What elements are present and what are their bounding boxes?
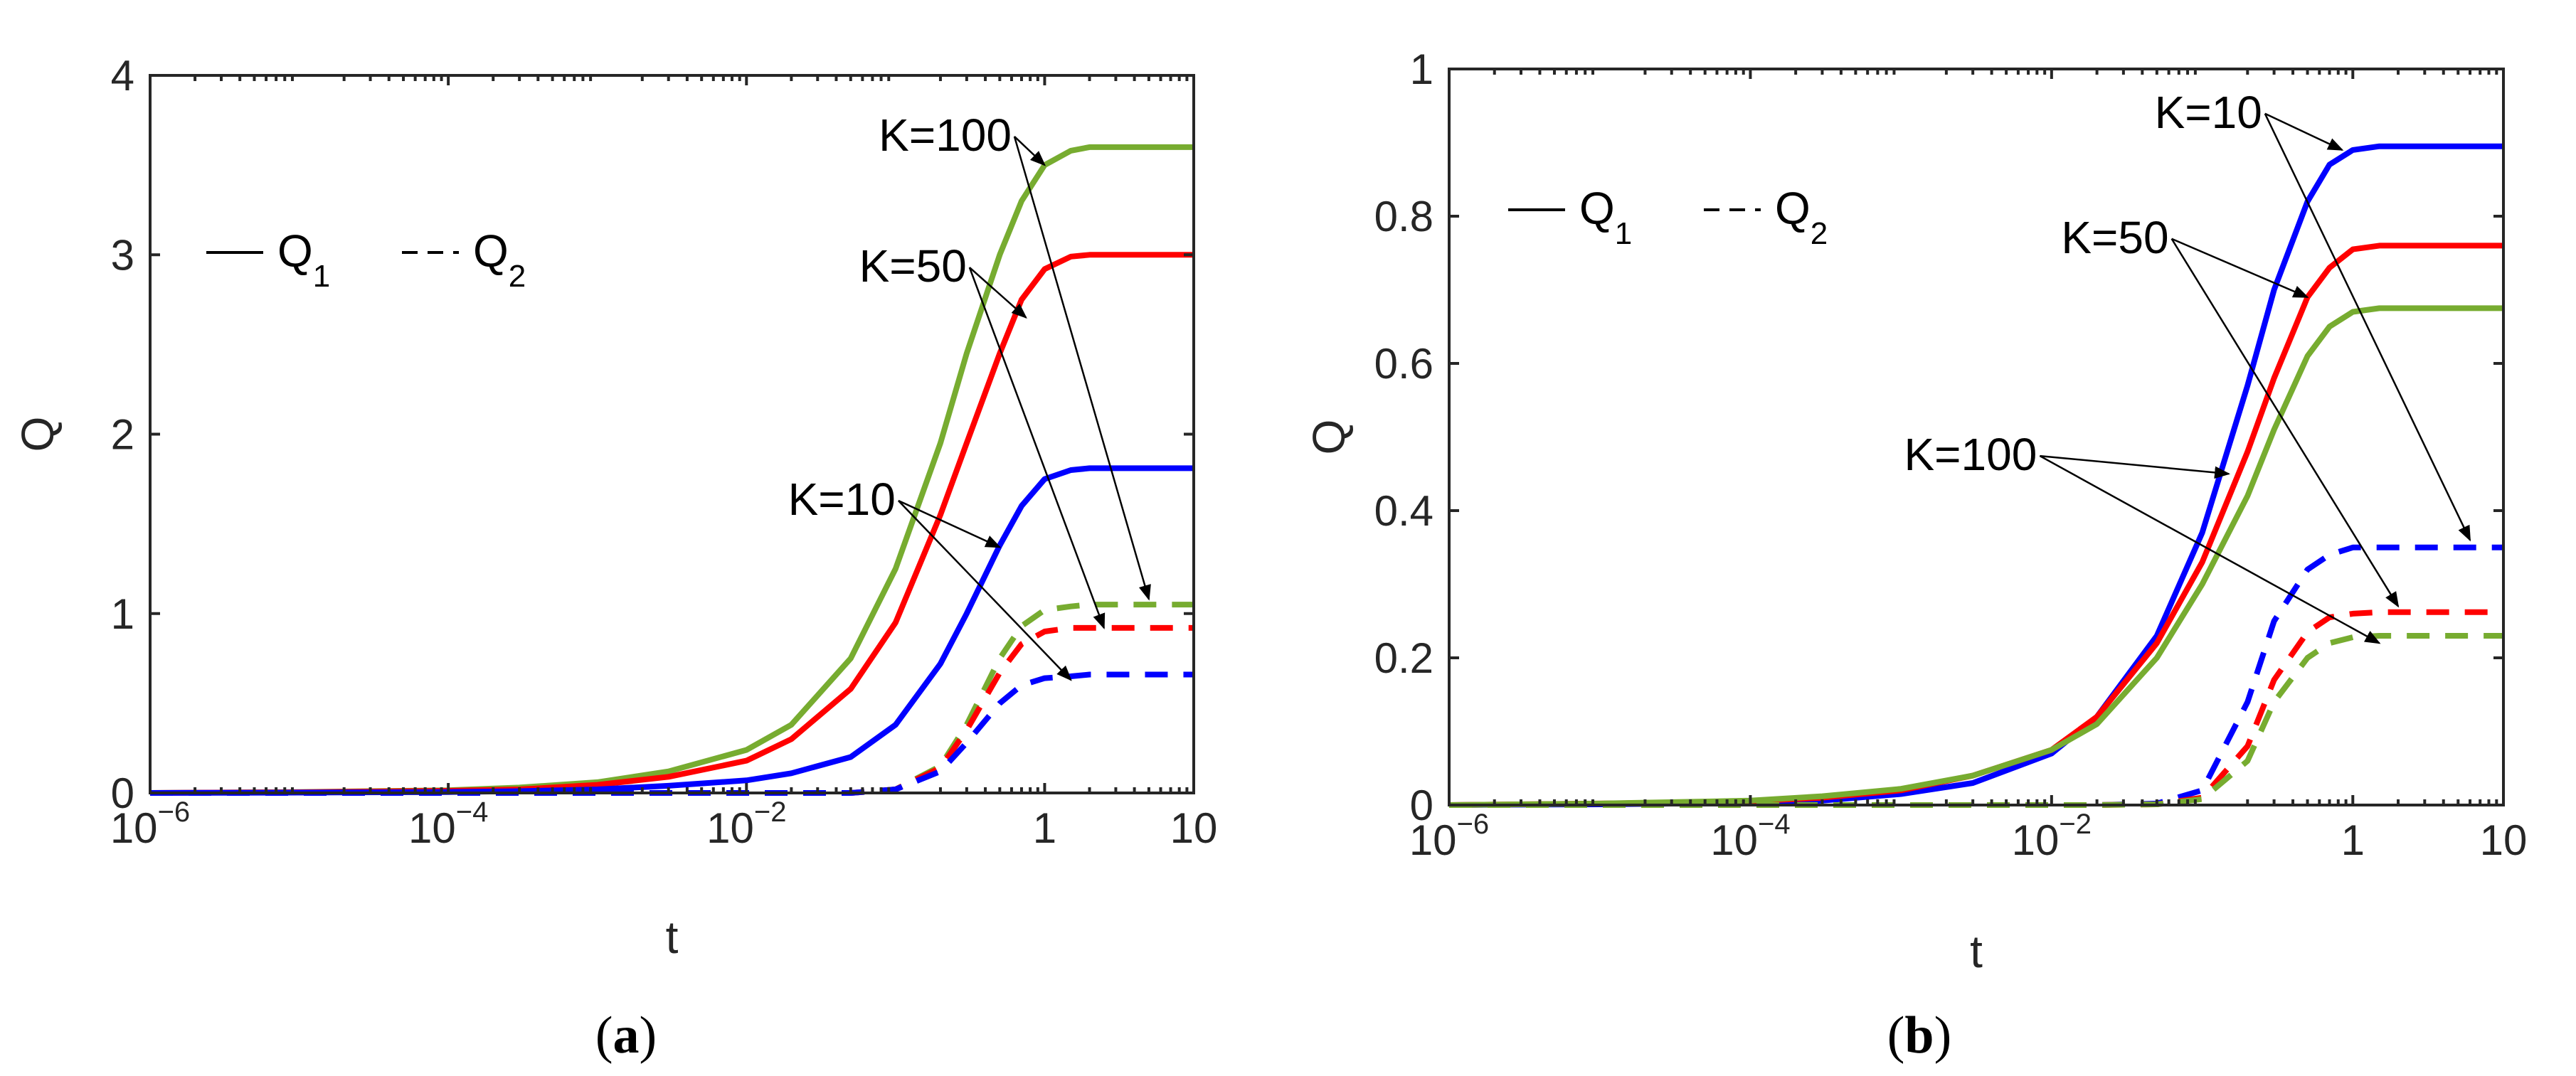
x-tick-exponent: −4 — [456, 797, 489, 828]
annotation-arrow — [897, 500, 1072, 681]
series-line-solid-2 — [1448, 305, 2503, 808]
y-tick-label: 1 — [1410, 46, 1433, 93]
y-axis-label: Q — [12, 417, 63, 452]
series-line-dashed-3 — [1449, 544, 2503, 808]
legend-solid-label: Q1 — [277, 225, 330, 294]
annotation-arrow — [968, 267, 1106, 629]
annotation-arrow — [1013, 136, 1151, 601]
legend-sub: 2 — [509, 259, 526, 294]
annotation-arrow — [2264, 113, 2471, 542]
x-tick-base: 10 — [408, 804, 456, 852]
legend-main: Q — [277, 225, 313, 277]
y-tick-label: 0.8 — [1374, 193, 1433, 240]
y-tick-label: 0 — [111, 769, 134, 817]
x-tick-base: 10 — [1170, 804, 1218, 852]
legend-dashed-label: Q2 — [473, 225, 526, 294]
series-line-solid-1 — [1448, 243, 2503, 808]
panel-caption: (a) — [595, 1006, 657, 1065]
x-tick-label: 10 — [1170, 804, 1218, 852]
axes-box — [1448, 68, 2505, 806]
annotation-label: K=10 — [2155, 87, 2262, 138]
x-tick-base: 10 — [1710, 816, 1758, 864]
x-tick-base: 1 — [2341, 816, 2365, 864]
annotation-arrow — [2171, 238, 2309, 298]
annotation-arrow — [1014, 136, 1046, 166]
panel-caption-paren: ( — [595, 1006, 613, 1065]
annotation-arrow — [2040, 454, 2231, 479]
x-tick-exponent: −6 — [1457, 809, 1490, 840]
y-tick-label: 0.6 — [1374, 340, 1433, 388]
x-tick-exponent: −4 — [1758, 809, 1791, 840]
x-axis-label: t — [1970, 926, 1983, 977]
x-tick-label: 10−2 — [2012, 809, 2092, 864]
annotation-arrow — [969, 267, 1027, 319]
y-tick-label: 2 — [111, 411, 134, 459]
annotation-label: K=50 — [859, 240, 967, 292]
legend-dashed-label: Q2 — [1775, 183, 1828, 251]
x-tick-base: 10 — [2012, 816, 2060, 864]
series-line-solid-0 — [1448, 143, 2503, 808]
y-axis-label: Q — [1303, 420, 1355, 455]
legend-main: Q — [1579, 183, 1615, 234]
x-tick-exponent: −2 — [2059, 809, 2092, 840]
legend-main: Q — [473, 225, 509, 277]
x-tick-base: 10 — [110, 804, 158, 852]
axes-box — [149, 74, 1195, 794]
annotation-label: K=50 — [2061, 212, 2168, 263]
x-tick-label: 10−4 — [408, 797, 488, 852]
annotation-arrow — [2039, 454, 2381, 644]
x-tick-exponent: −2 — [754, 797, 787, 828]
legend: Q1 Q2 — [206, 225, 526, 294]
series-line-solid-1 — [149, 252, 1194, 796]
legend-solid-label: Q1 — [1579, 183, 1632, 251]
annotation-arrow — [2170, 238, 2400, 608]
y-tick-label: 4 — [111, 52, 134, 100]
annotation-arrow — [898, 499, 1002, 548]
legend-main: Q — [1775, 183, 1811, 234]
annotation-label: K=10 — [788, 474, 896, 525]
panel-caption-paren: ) — [640, 1006, 657, 1065]
annotation-label: K=100 — [879, 110, 1012, 161]
x-tick-label: 10−2 — [706, 797, 786, 852]
y-tick-label: 3 — [111, 231, 134, 279]
legend-sub: 1 — [313, 259, 330, 294]
panel-caption-letter: b — [1904, 1006, 1934, 1065]
x-tick-base: 1 — [1033, 804, 1056, 852]
x-tick-label: 10 — [2480, 816, 2528, 864]
y-tick-label: 0 — [1410, 782, 1433, 829]
x-tick-label: 10−4 — [1710, 809, 1790, 864]
legend: Q1 Q2 — [1508, 183, 1828, 251]
x-axis-label: t — [666, 912, 679, 963]
y-tick-label: 1 — [111, 590, 134, 638]
x-tick-base: 10 — [2480, 816, 2528, 864]
annotation-label: K=100 — [1904, 429, 2037, 480]
y-tick-label: 0.2 — [1374, 634, 1433, 682]
panel-caption-paren: ( — [1887, 1006, 1905, 1065]
y-tick-label: 0.4 — [1374, 487, 1433, 535]
panel-caption: (b) — [1887, 1006, 1951, 1065]
x-tick-exponent: −6 — [158, 797, 191, 828]
x-tick-label: 10−6 — [1409, 809, 1489, 864]
legend-sub: 2 — [1811, 216, 1828, 251]
series-line-solid-2 — [149, 465, 1194, 796]
legend-sub: 1 — [1615, 216, 1632, 251]
x-tick-base: 10 — [706, 804, 754, 852]
x-tick-label: 1 — [2341, 816, 2365, 864]
x-tick-base: 10 — [1409, 816, 1457, 864]
x-tick-label: 1 — [1033, 804, 1056, 852]
x-tick-label: 10−6 — [110, 797, 190, 852]
series-line-dashed-5 — [150, 671, 1194, 796]
panel-caption-letter: a — [613, 1006, 640, 1065]
annotation-arrow — [2264, 112, 2344, 151]
panel-caption-paren: ) — [1934, 1006, 1952, 1065]
